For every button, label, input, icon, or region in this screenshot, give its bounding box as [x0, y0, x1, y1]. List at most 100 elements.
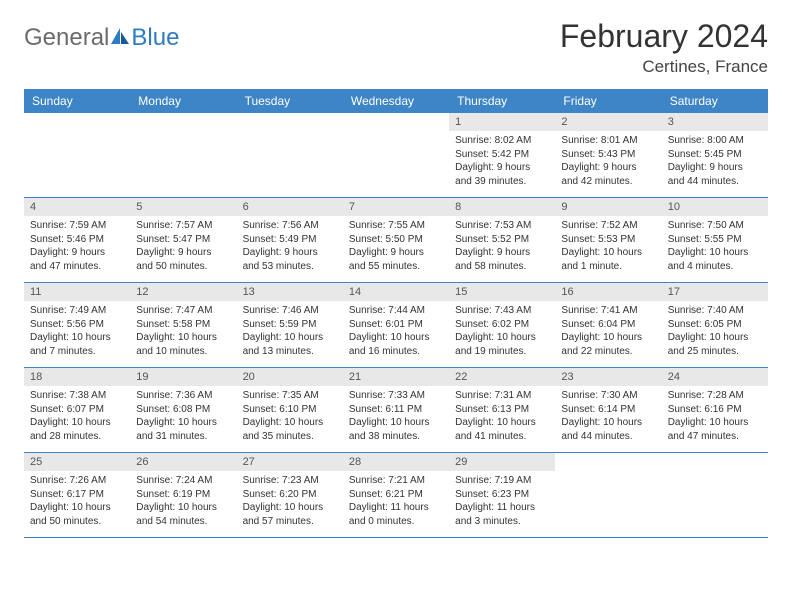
day-details: Sunrise: 7:38 AMSunset: 6:07 PMDaylight:…: [24, 386, 130, 447]
logo-sail-icon: [109, 26, 131, 51]
day-cell: 14Sunrise: 7:44 AMSunset: 6:01 PMDayligh…: [343, 283, 449, 367]
sunrise-text: Sunrise: 7:31 AM: [455, 389, 549, 403]
day-cell: 9Sunrise: 7:52 AMSunset: 5:53 PMDaylight…: [555, 198, 661, 282]
daylight-text: Daylight: 9 hours and 53 minutes.: [243, 246, 337, 273]
sunset-text: Sunset: 5:45 PM: [668, 148, 762, 162]
day-details: Sunrise: 7:47 AMSunset: 5:58 PMDaylight:…: [130, 301, 236, 362]
day-details: Sunrise: 7:49 AMSunset: 5:56 PMDaylight:…: [24, 301, 130, 362]
sunset-text: Sunset: 5:59 PM: [243, 318, 337, 332]
day-details: Sunrise: 8:00 AMSunset: 5:45 PMDaylight:…: [662, 131, 768, 192]
day-details: Sunrise: 7:59 AMSunset: 5:46 PMDaylight:…: [24, 216, 130, 277]
daylight-text: Daylight: 9 hours and 42 minutes.: [561, 161, 655, 188]
daylight-text: Daylight: 9 hours and 55 minutes.: [349, 246, 443, 273]
week-row: 18Sunrise: 7:38 AMSunset: 6:07 PMDayligh…: [24, 368, 768, 453]
page-header: General Blue February 2024 Certines, Fra…: [24, 18, 768, 77]
sunrise-text: Sunrise: 7:53 AM: [455, 219, 549, 233]
day-number: 5: [130, 198, 236, 216]
day-number: 25: [24, 453, 130, 471]
day-cell: 28Sunrise: 7:21 AMSunset: 6:21 PMDayligh…: [343, 453, 449, 537]
day-cell: 19Sunrise: 7:36 AMSunset: 6:08 PMDayligh…: [130, 368, 236, 452]
sunset-text: Sunset: 5:53 PM: [561, 233, 655, 247]
sunset-text: Sunset: 5:55 PM: [668, 233, 762, 247]
sunset-text: Sunset: 5:43 PM: [561, 148, 655, 162]
daylight-text: Daylight: 9 hours and 47 minutes.: [30, 246, 124, 273]
day-number: 10: [662, 198, 768, 216]
sunrise-text: Sunrise: 7:46 AM: [243, 304, 337, 318]
weekday-label: Saturday: [662, 89, 768, 113]
daylight-text: Daylight: 10 hours and 22 minutes.: [561, 331, 655, 358]
day-details: Sunrise: 7:31 AMSunset: 6:13 PMDaylight:…: [449, 386, 555, 447]
sunrise-text: Sunrise: 7:30 AM: [561, 389, 655, 403]
day-cell: 8Sunrise: 7:53 AMSunset: 5:52 PMDaylight…: [449, 198, 555, 282]
day-number: 21: [343, 368, 449, 386]
day-cell: [237, 113, 343, 197]
day-number: 28: [343, 453, 449, 471]
day-number: 27: [237, 453, 343, 471]
day-number: 3: [662, 113, 768, 131]
daylight-text: Daylight: 11 hours and 0 minutes.: [349, 501, 443, 528]
daylight-text: Daylight: 9 hours and 39 minutes.: [455, 161, 549, 188]
day-details: Sunrise: 7:36 AMSunset: 6:08 PMDaylight:…: [130, 386, 236, 447]
weekday-label: Monday: [130, 89, 236, 113]
day-cell: [130, 113, 236, 197]
sunrise-text: Sunrise: 7:24 AM: [136, 474, 230, 488]
sunset-text: Sunset: 5:46 PM: [30, 233, 124, 247]
day-number: 14: [343, 283, 449, 301]
day-number: 15: [449, 283, 555, 301]
day-details: Sunrise: 7:55 AMSunset: 5:50 PMDaylight:…: [343, 216, 449, 277]
day-number: [130, 113, 236, 131]
day-details: Sunrise: 7:23 AMSunset: 6:20 PMDaylight:…: [237, 471, 343, 532]
daylight-text: Daylight: 10 hours and 35 minutes.: [243, 416, 337, 443]
day-cell: 15Sunrise: 7:43 AMSunset: 6:02 PMDayligh…: [449, 283, 555, 367]
day-details: Sunrise: 7:21 AMSunset: 6:21 PMDaylight:…: [343, 471, 449, 532]
day-details: Sunrise: 7:53 AMSunset: 5:52 PMDaylight:…: [449, 216, 555, 277]
day-number: 6: [237, 198, 343, 216]
month-title: February 2024: [560, 18, 768, 55]
day-number: [662, 453, 768, 471]
daylight-text: Daylight: 10 hours and 31 minutes.: [136, 416, 230, 443]
daylight-text: Daylight: 10 hours and 41 minutes.: [455, 416, 549, 443]
day-number: 20: [237, 368, 343, 386]
day-cell: 1Sunrise: 8:02 AMSunset: 5:42 PMDaylight…: [449, 113, 555, 197]
day-details: Sunrise: 7:40 AMSunset: 6:05 PMDaylight:…: [662, 301, 768, 362]
day-number: 2: [555, 113, 661, 131]
sunrise-text: Sunrise: 7:35 AM: [243, 389, 337, 403]
day-details: Sunrise: 7:33 AMSunset: 6:11 PMDaylight:…: [343, 386, 449, 447]
sunset-text: Sunset: 6:07 PM: [30, 403, 124, 417]
day-number: [343, 113, 449, 131]
day-number: 4: [24, 198, 130, 216]
day-details: Sunrise: 7:26 AMSunset: 6:17 PMDaylight:…: [24, 471, 130, 532]
sunset-text: Sunset: 5:58 PM: [136, 318, 230, 332]
day-cell: [662, 453, 768, 537]
sunset-text: Sunset: 6:13 PM: [455, 403, 549, 417]
sunset-text: Sunset: 6:04 PM: [561, 318, 655, 332]
sunset-text: Sunset: 5:49 PM: [243, 233, 337, 247]
sunrise-text: Sunrise: 7:59 AM: [30, 219, 124, 233]
daylight-text: Daylight: 10 hours and 4 minutes.: [668, 246, 762, 273]
day-number: [555, 453, 661, 471]
daylight-text: Daylight: 10 hours and 44 minutes.: [561, 416, 655, 443]
daylight-text: Daylight: 10 hours and 16 minutes.: [349, 331, 443, 358]
day-cell: 25Sunrise: 7:26 AMSunset: 6:17 PMDayligh…: [24, 453, 130, 537]
day-cell: 27Sunrise: 7:23 AMSunset: 6:20 PMDayligh…: [237, 453, 343, 537]
sunset-text: Sunset: 5:56 PM: [30, 318, 124, 332]
sunset-text: Sunset: 6:08 PM: [136, 403, 230, 417]
day-number: [24, 113, 130, 131]
sunset-text: Sunset: 6:14 PM: [561, 403, 655, 417]
sunset-text: Sunset: 6:02 PM: [455, 318, 549, 332]
sunrise-text: Sunrise: 7:55 AM: [349, 219, 443, 233]
sunrise-text: Sunrise: 7:56 AM: [243, 219, 337, 233]
daylight-text: Daylight: 10 hours and 54 minutes.: [136, 501, 230, 528]
day-cell: 7Sunrise: 7:55 AMSunset: 5:50 PMDaylight…: [343, 198, 449, 282]
logo-text-general: General: [24, 24, 109, 52]
day-cell: 22Sunrise: 7:31 AMSunset: 6:13 PMDayligh…: [449, 368, 555, 452]
day-cell: 24Sunrise: 7:28 AMSunset: 6:16 PMDayligh…: [662, 368, 768, 452]
sunrise-text: Sunrise: 7:41 AM: [561, 304, 655, 318]
day-number: 17: [662, 283, 768, 301]
sunrise-text: Sunrise: 8:02 AM: [455, 134, 549, 148]
sunrise-text: Sunrise: 7:49 AM: [30, 304, 124, 318]
day-details: Sunrise: 7:57 AMSunset: 5:47 PMDaylight:…: [130, 216, 236, 277]
sunrise-text: Sunrise: 7:44 AM: [349, 304, 443, 318]
sunrise-text: Sunrise: 7:21 AM: [349, 474, 443, 488]
day-details: Sunrise: 7:44 AMSunset: 6:01 PMDaylight:…: [343, 301, 449, 362]
